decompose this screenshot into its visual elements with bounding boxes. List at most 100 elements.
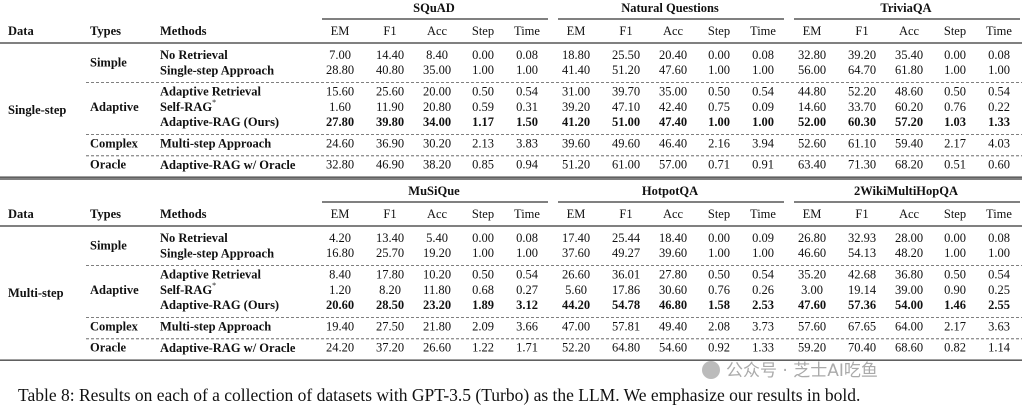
cell-value: 1.00 bbox=[472, 246, 494, 260]
cell-value: 42.40 bbox=[659, 100, 687, 114]
metric-header: Time bbox=[514, 24, 540, 38]
method-label: Self-RAG bbox=[160, 283, 212, 297]
method-label: Adaptive-RAG w/ Oracle bbox=[160, 158, 296, 172]
cell-value: 64.80 bbox=[612, 341, 640, 355]
cell-value: 2.09 bbox=[472, 319, 494, 333]
cell-value: 21.80 bbox=[423, 319, 451, 333]
cell-value: 2.08 bbox=[708, 319, 730, 333]
watermark-icon bbox=[702, 361, 720, 379]
cell-value: 0.50 bbox=[472, 84, 494, 98]
cell-value: 25.44 bbox=[612, 231, 641, 245]
cell-value: 3.00 bbox=[801, 283, 823, 297]
cell-value: 0.54 bbox=[516, 267, 539, 281]
cell-value: 18.40 bbox=[659, 231, 687, 245]
cell-value: 57.60 bbox=[798, 319, 826, 333]
cell-value: 2.17 bbox=[944, 319, 966, 333]
cell-value: 0.00 bbox=[944, 48, 966, 62]
cell-value: 47.60 bbox=[659, 63, 687, 77]
cell-value: 0.27 bbox=[516, 283, 538, 297]
cell-value: 52.00 bbox=[798, 115, 826, 129]
cell-value: 0.90 bbox=[944, 283, 966, 297]
cell-value: 36.01 bbox=[612, 267, 640, 281]
cell-value: 36.80 bbox=[895, 267, 923, 281]
cell-value: 39.20 bbox=[562, 100, 590, 114]
type-label: Adaptive bbox=[90, 100, 139, 114]
cell-value: 19.14 bbox=[848, 283, 877, 297]
cell-value: 54.00 bbox=[895, 298, 923, 312]
cell-value: 57.36 bbox=[848, 298, 876, 312]
cell-value: 30.60 bbox=[659, 283, 687, 297]
method-name: Multi-step Approach bbox=[160, 136, 271, 150]
cell-value: 0.54 bbox=[516, 84, 539, 98]
method-name: No Retrieval bbox=[160, 48, 228, 62]
cell-value: 39.00 bbox=[895, 283, 923, 297]
method-label: Adaptive-RAG (Ours) bbox=[160, 298, 279, 312]
method-name: Single-step Approach bbox=[160, 246, 274, 260]
cell-value: 1.33 bbox=[988, 115, 1010, 129]
metric-header: Time bbox=[750, 24, 776, 38]
cell-value: 60.30 bbox=[848, 115, 876, 129]
method-name: No Retrieval bbox=[160, 231, 228, 245]
cell-value: 39.60 bbox=[659, 246, 687, 260]
cell-value: 1.17 bbox=[472, 115, 494, 129]
cell-value: 25.60 bbox=[376, 84, 404, 98]
method-label: Adaptive Retrieval bbox=[160, 267, 262, 281]
cell-value: 57.81 bbox=[612, 319, 640, 333]
cell-value: 4.20 bbox=[329, 231, 351, 245]
cell-value: 0.50 bbox=[944, 84, 966, 98]
cell-value: 24.60 bbox=[326, 136, 354, 150]
cell-value: 0.08 bbox=[752, 48, 774, 62]
type-label: Simple bbox=[90, 56, 127, 70]
cell-value: 0.26 bbox=[752, 283, 774, 297]
cell-value: 36.90 bbox=[376, 136, 404, 150]
cell-value: 46.90 bbox=[376, 158, 404, 172]
cell-value: 14.60 bbox=[798, 100, 826, 114]
metric-header: Step bbox=[708, 24, 730, 38]
cell-value: 71.30 bbox=[848, 158, 876, 172]
cell-value: 1.00 bbox=[472, 63, 494, 77]
cell-value: 54.60 bbox=[659, 341, 687, 355]
method-name: Adaptive-RAG (Ours) bbox=[160, 115, 279, 129]
cell-value: 28.80 bbox=[326, 63, 354, 77]
cell-value: 0.25 bbox=[988, 283, 1010, 297]
cell-value: 70.40 bbox=[848, 341, 876, 355]
cell-value: 0.09 bbox=[752, 100, 774, 114]
cell-value: 1.20 bbox=[329, 283, 351, 297]
dataset-header: TriviaQA bbox=[880, 1, 931, 15]
caption: Table 8: Results on each of a collection… bbox=[18, 385, 860, 405]
cell-value: 49.40 bbox=[659, 319, 687, 333]
cell-value: 25.70 bbox=[376, 246, 404, 260]
cell-value: 8.40 bbox=[426, 48, 448, 62]
metric-header: Acc bbox=[427, 207, 448, 221]
cell-value: 59.40 bbox=[895, 136, 923, 150]
cell-value: 0.68 bbox=[472, 283, 494, 297]
method-name: Single-step Approach bbox=[160, 63, 274, 77]
cell-value: 4.03 bbox=[988, 136, 1010, 150]
metric-header: F1 bbox=[383, 207, 396, 221]
cell-value: 1.46 bbox=[944, 298, 966, 312]
metric-header: Time bbox=[986, 207, 1012, 221]
method-mark: * bbox=[212, 281, 216, 290]
cell-value: 1.33 bbox=[752, 341, 774, 355]
cell-value: 64.00 bbox=[895, 319, 923, 333]
cell-value: 0.08 bbox=[988, 48, 1010, 62]
cell-value: 8.40 bbox=[329, 267, 351, 281]
cell-value: 1.00 bbox=[708, 115, 730, 129]
cell-value: 63.40 bbox=[798, 158, 826, 172]
cell-value: 3.83 bbox=[516, 136, 538, 150]
cell-value: 54.78 bbox=[612, 298, 640, 312]
cell-value: 0.54 bbox=[988, 267, 1011, 281]
cell-value: 28.00 bbox=[895, 231, 923, 245]
cell-value: 0.50 bbox=[944, 267, 966, 281]
cell-value: 48.20 bbox=[895, 246, 923, 260]
cell-value: 32.80 bbox=[326, 158, 354, 172]
cell-value: 1.14 bbox=[988, 341, 1011, 355]
cell-value: 35.00 bbox=[659, 84, 687, 98]
cell-value: 1.00 bbox=[944, 246, 966, 260]
dataset-header: 2WikiMultiHopQA bbox=[854, 184, 958, 198]
metric-header: Time bbox=[514, 207, 540, 221]
cell-value: 1.22 bbox=[472, 341, 494, 355]
cell-value: 34.00 bbox=[423, 115, 451, 129]
cell-value: 52.20 bbox=[848, 84, 876, 98]
